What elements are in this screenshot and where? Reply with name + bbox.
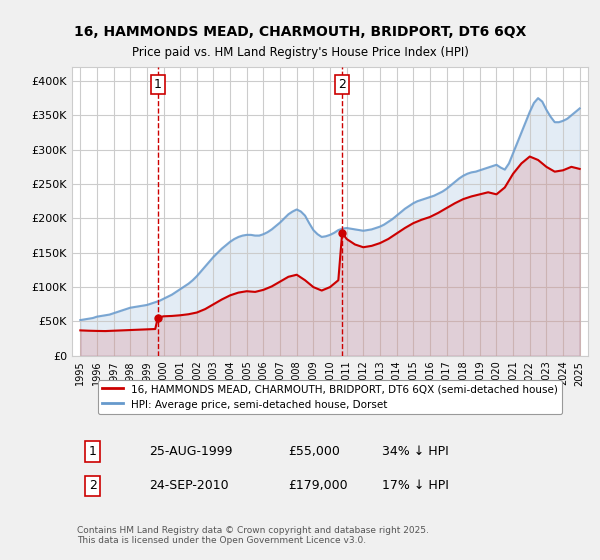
Text: Price paid vs. HM Land Registry's House Price Index (HPI): Price paid vs. HM Land Registry's House … bbox=[131, 46, 469, 59]
Text: £55,000: £55,000 bbox=[289, 445, 341, 458]
Text: 17% ↓ HPI: 17% ↓ HPI bbox=[382, 479, 448, 492]
Text: Contains HM Land Registry data © Crown copyright and database right 2025.
This d: Contains HM Land Registry data © Crown c… bbox=[77, 526, 429, 545]
Text: 2: 2 bbox=[89, 479, 97, 492]
Text: 34% ↓ HPI: 34% ↓ HPI bbox=[382, 445, 448, 458]
Text: £179,000: £179,000 bbox=[289, 479, 349, 492]
Text: 2: 2 bbox=[338, 78, 346, 91]
Text: 1: 1 bbox=[89, 445, 97, 458]
Text: 24-SEP-2010: 24-SEP-2010 bbox=[149, 479, 229, 492]
Legend: 16, HAMMONDS MEAD, CHARMOUTH, BRIDPORT, DT6 6QX (semi-detached house), HPI: Aver: 16, HAMMONDS MEAD, CHARMOUTH, BRIDPORT, … bbox=[98, 380, 562, 414]
Text: 1: 1 bbox=[154, 78, 161, 91]
Text: 25-AUG-1999: 25-AUG-1999 bbox=[149, 445, 233, 458]
Text: 16, HAMMONDS MEAD, CHARMOUTH, BRIDPORT, DT6 6QX: 16, HAMMONDS MEAD, CHARMOUTH, BRIDPORT, … bbox=[74, 25, 526, 39]
